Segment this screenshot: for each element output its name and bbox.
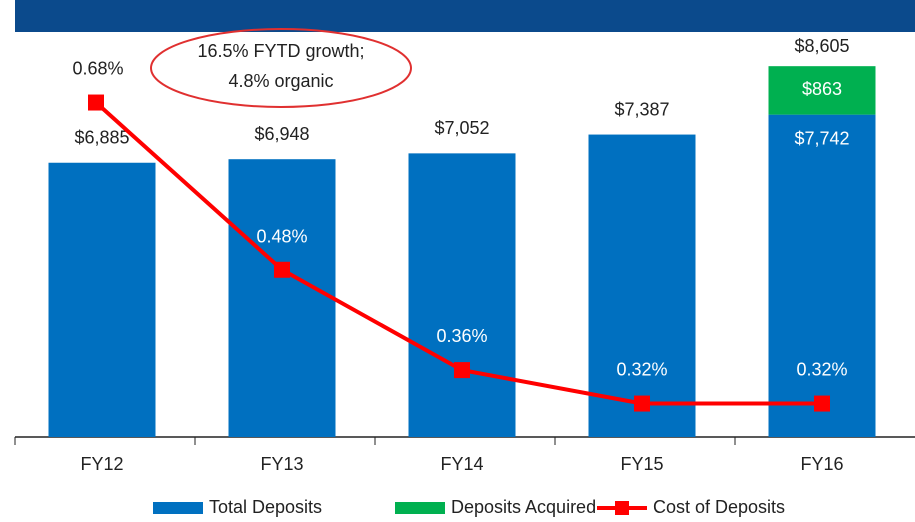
bar-label: $7,052 — [434, 118, 489, 138]
annotation: 4.8% organic — [228, 71, 333, 91]
bar — [768, 114, 876, 437]
legend-swatch — [395, 502, 445, 514]
legend-label: Cost of Deposits — [653, 497, 785, 517]
bar — [48, 162, 156, 438]
line-marker — [454, 362, 470, 379]
line-label: 0.32% — [616, 359, 667, 379]
line-label: 0.32% — [796, 359, 847, 379]
x-tick-label: FY12 — [80, 454, 123, 474]
legend-swatch — [153, 502, 203, 514]
bar — [588, 134, 696, 438]
line-marker — [88, 94, 104, 111]
x-tick-label: FY14 — [440, 454, 483, 474]
annotation: 16.5% FYTD growth; — [197, 41, 364, 61]
total-label: $8,605 — [794, 36, 849, 56]
line-label: 0.36% — [436, 326, 487, 346]
x-tick-label: FY15 — [620, 454, 663, 474]
line-marker — [814, 395, 830, 412]
line-label: 0.68% — [72, 58, 123, 78]
line-label: 0.48% — [256, 227, 307, 247]
x-tick-label: FY16 — [800, 454, 843, 474]
bar-label: $6,885 — [74, 127, 129, 147]
x-tick-label: FY13 — [260, 454, 303, 474]
bar-label: $863 — [802, 79, 842, 99]
bar-label: $7,387 — [614, 99, 669, 119]
title-bar — [15, 0, 915, 32]
line-marker — [634, 395, 650, 412]
bar — [408, 153, 516, 438]
bar-label: $6,948 — [254, 124, 309, 144]
annotation-ellipse — [150, 28, 412, 108]
bar — [768, 66, 876, 115]
legend-label: Deposits Acquired — [451, 497, 596, 517]
legend-swatch — [615, 501, 629, 515]
line-marker — [274, 261, 290, 278]
bar — [228, 159, 336, 437]
legend-label: Total Deposits — [209, 497, 322, 517]
bar-label: $7,742 — [794, 128, 849, 148]
